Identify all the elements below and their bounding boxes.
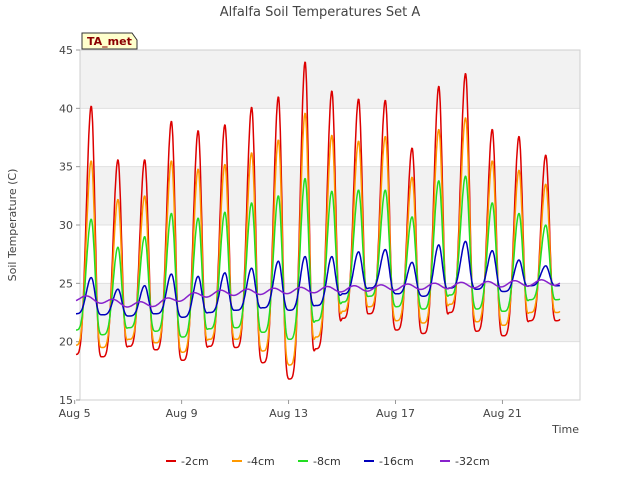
legend-label: -4cm — [247, 455, 275, 468]
series-line-8cm — [75, 175, 561, 341]
legend-item-16cm: -16cm — [364, 455, 414, 468]
y-tick-label: 35 — [59, 161, 73, 174]
series-line-4cm — [75, 112, 561, 366]
y-axis-ticks: 15 20 25 30 35 40 45 — [59, 44, 80, 407]
x-axis-label: Time — [551, 423, 579, 436]
badge-label: TA_met — [87, 35, 132, 48]
series-line-16cm — [75, 240, 561, 318]
legend-item-32cm: -32cm — [440, 455, 490, 468]
legend-label: -8cm — [313, 455, 341, 468]
series-line-32cm — [75, 279, 561, 308]
x-tick-label: Aug 21 — [483, 407, 522, 420]
y-tick-label: 20 — [59, 336, 73, 349]
y-tick-label: 25 — [59, 277, 73, 290]
x-tick-label: Aug 9 — [166, 407, 198, 420]
ta-met-badge: TA_met — [81, 32, 138, 50]
y-tick-label: 15 — [59, 394, 73, 407]
x-tick-label: Aug 13 — [269, 407, 308, 420]
x-tick-label: Aug 5 — [59, 407, 91, 420]
y-tick-label: 45 — [59, 44, 73, 57]
y-tick-label: 40 — [59, 102, 73, 115]
series-line-2cm — [75, 61, 561, 380]
x-axis-ticks: Aug 5 Aug 9 Aug 13 Aug 17 Aug 21 — [59, 400, 522, 420]
legend-label: -32cm — [455, 455, 490, 468]
legend-item-4cm: -4cm — [232, 455, 275, 468]
badge-box — [81, 32, 138, 50]
chart-title: Alfalfa Soil Temperatures Set A — [220, 5, 421, 20]
legend-item-8cm: -8cm — [298, 455, 341, 468]
legend-item-2cm: -2cm — [166, 455, 209, 468]
y-axis-label: Soil Temperature (C) — [6, 169, 19, 282]
y-tick-label: 30 — [59, 219, 73, 232]
grid-band — [80, 225, 580, 284]
grid-band — [80, 341, 580, 400]
x-tick-label: Aug 17 — [376, 407, 415, 420]
series-lines — [75, 61, 561, 380]
legend-label: -16cm — [379, 455, 414, 468]
legend-label: -2cm — [181, 455, 209, 468]
legend: -2cm -4cm -8cm -16cm -32cm — [166, 455, 490, 468]
